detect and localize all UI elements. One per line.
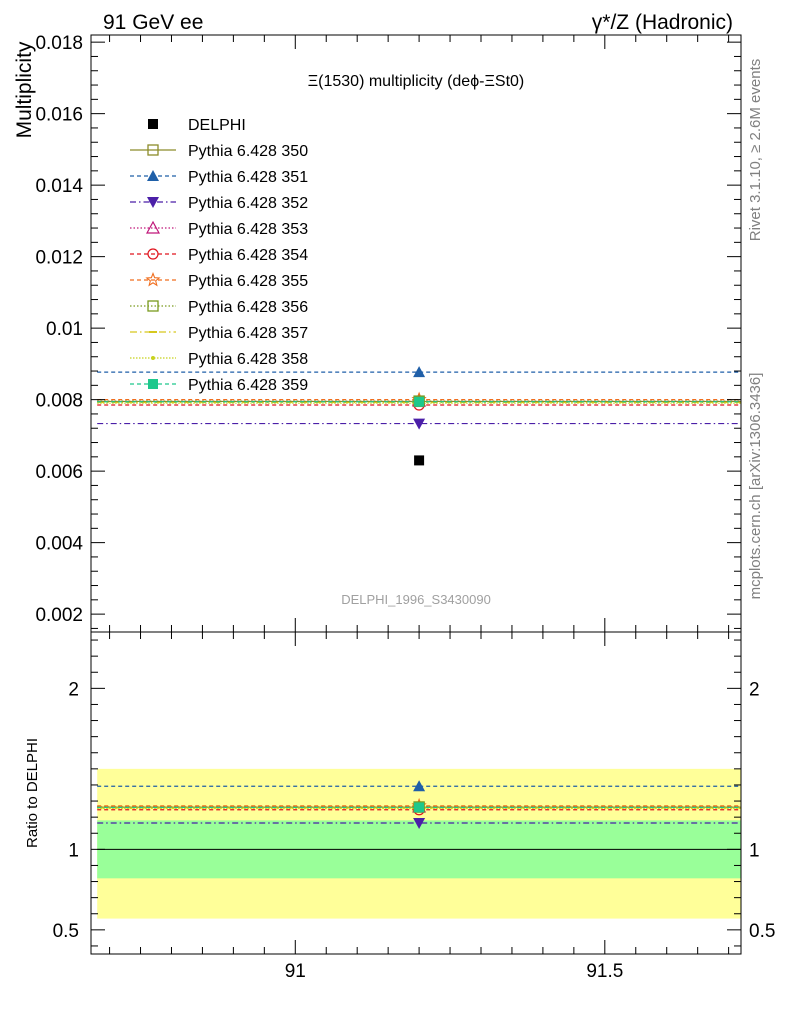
ratio-y-axis-label: Ratio to DELPHI	[24, 738, 41, 848]
legend-item-9: Pythia 6.428 358	[130, 351, 308, 368]
mcplots-label: mcplots.cern.ch [arXiv:1306.3436]	[747, 373, 764, 600]
ratio-ytick-label: 0.5	[53, 921, 79, 942]
legend-label: Pythia 6.428 355	[188, 273, 308, 290]
legend-label: Pythia 6.428 352	[188, 195, 308, 212]
main-ytick-label: 0.01	[46, 319, 83, 340]
legend-label: Pythia 6.428 356	[188, 299, 308, 316]
series-3-ratio-point	[413, 818, 426, 830]
main-ytick-label: 0.006	[35, 462, 83, 483]
legend-swatch-marker	[147, 197, 159, 208]
rivet-label: Rivet 3.1.10, ≥ 2.6M events	[747, 59, 764, 242]
analysis-label: DELPHI_1996_S3430090	[341, 592, 491, 607]
legend-swatch-marker	[147, 300, 159, 312]
ratio-ytick-label: 2	[68, 679, 79, 700]
main-panel: 0.002 0.004 0.006 0.008 0.01 0.012 0.014 0.016 0…	[13, 33, 742, 633]
legend-label: DELPHI	[188, 117, 246, 134]
legend-swatch-marker	[147, 248, 159, 260]
main-ytick-label: 0.004	[35, 534, 83, 555]
legend-swatch-marker	[148, 379, 158, 389]
main-ytick-label: 0.018	[35, 33, 83, 54]
ratio-ytick-label-right: 1	[749, 840, 760, 861]
series-3-point	[413, 418, 426, 430]
xtick-label: 91	[285, 961, 306, 982]
ratio-panel: 0.5 0.5 1 1 2 2 Ratio to DELPHI	[24, 631, 775, 955]
series-10-point	[414, 396, 425, 407]
main-ytick-label: 0.008	[35, 391, 83, 412]
header-right: γ*/Z (Hadronic)	[592, 11, 733, 34]
ratio-ytick-label-right: 2	[749, 679, 760, 700]
legend-item-10: Pythia 6.428 359	[130, 377, 308, 394]
legend-item-data: DELPHI	[148, 117, 246, 134]
data-point	[414, 455, 425, 466]
legend-item-6: Pythia 6.428 355	[130, 271, 308, 290]
legend-swatch-marker	[145, 271, 161, 287]
legend: DELPHI Pythia 6.428 350 Pythia 6.428 351 Py…	[130, 117, 308, 394]
series-2-point	[413, 366, 426, 378]
legend-item-8: Pythia 6.428 357	[130, 325, 308, 342]
ratio-ytick-label-right: 0.5	[749, 921, 775, 942]
legend-item-7: Pythia 6.428 356	[130, 299, 308, 316]
legend-item-1: Pythia 6.428 350	[130, 143, 308, 160]
legend-swatch-marker	[148, 119, 158, 129]
legend-swatch-marker	[151, 356, 155, 360]
main-ytick-label: 0.016	[35, 105, 83, 126]
series-2-ratio-point	[413, 780, 426, 792]
legend-item-5: Pythia 6.428 354	[130, 247, 308, 264]
ratio-ytick-label: 1	[68, 840, 79, 861]
legend-label: Pythia 6.428 358	[188, 351, 308, 368]
legend-label: Pythia 6.428 350	[188, 143, 308, 160]
header-left: 91 GeV ee	[103, 11, 203, 34]
legend-label: Pythia 6.428 351	[188, 169, 308, 186]
xtick-label: 91.5	[586, 961, 623, 982]
legend-label: Pythia 6.428 354	[188, 247, 308, 264]
main-y-axis-label: Multiplicity	[13, 41, 36, 138]
legend-item-2: Pythia 6.428 351	[130, 169, 308, 186]
main-ytick-label: 0.014	[35, 176, 83, 197]
plot-title: Ξ(1530) multiplicity (deϕ-ΞSt0)	[308, 73, 524, 90]
legend-swatch-marker	[147, 144, 159, 156]
series-10-ratio-point	[414, 802, 425, 813]
legend-item-4: Pythia 6.428 353	[130, 220, 308, 238]
legend-label: Pythia 6.428 357	[188, 325, 308, 342]
legend-swatch-marker	[147, 170, 159, 181]
legend-label: Pythia 6.428 359	[188, 377, 308, 394]
legend-swatch-marker	[145, 220, 161, 234]
legend-item-3: Pythia 6.428 352	[130, 195, 308, 212]
ratio-frame	[90, 631, 742, 955]
main-ytick-label: 0.012	[35, 248, 83, 269]
legend-label: Pythia 6.428 353	[188, 221, 308, 238]
main-ytick-label: 0.002	[35, 605, 83, 626]
